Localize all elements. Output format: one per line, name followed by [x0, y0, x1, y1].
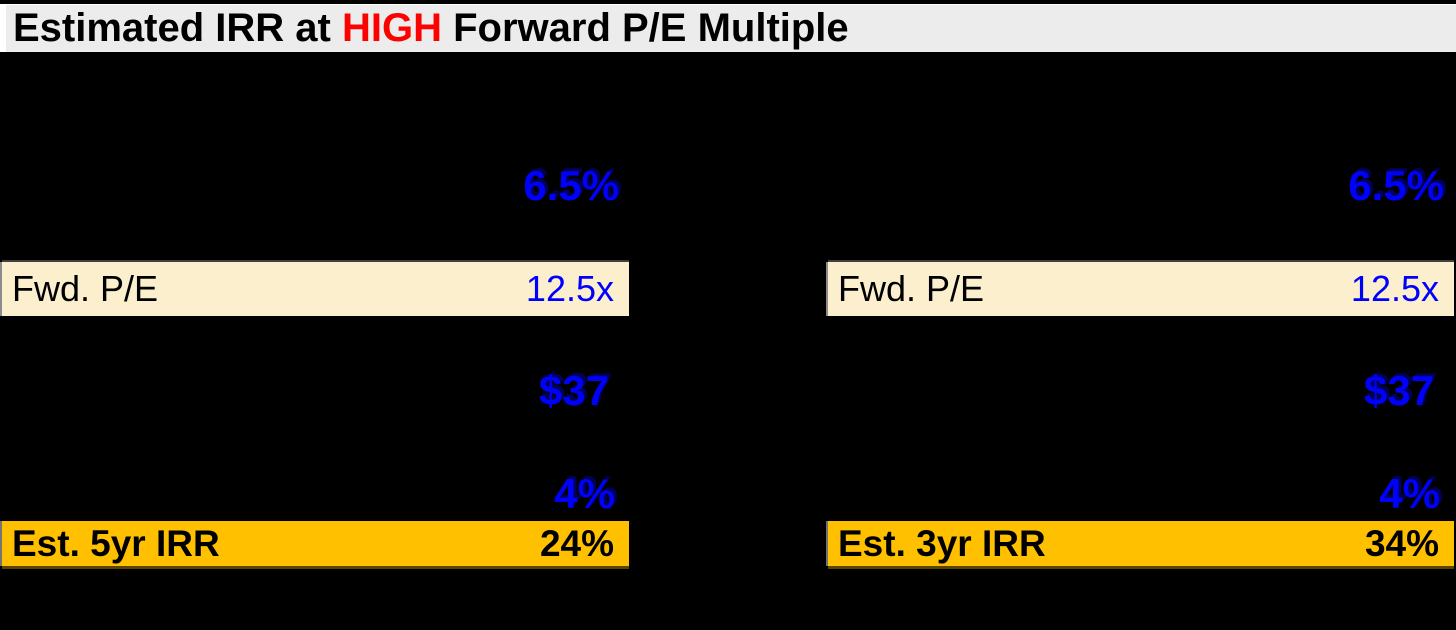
table-title-bar: Estimated IRR at HIGH Forward P/E Multip…	[0, 4, 1456, 52]
yield-value: 4%	[1379, 470, 1440, 517]
growth-rate-value: 6.5%	[523, 162, 619, 209]
fwd-pe-label: Fwd. P/E	[838, 268, 985, 309]
fwd-pe-row: Fwd. P/E 12.5x	[828, 262, 1454, 316]
title-text-suffix: Forward P/E Multiple	[441, 6, 849, 50]
panel-5yr-irr: 6.5% Fwd. P/E 12.5x $37 4% Est. 5yr IRR …	[2, 0, 629, 630]
fwd-pe-row: Fwd. P/E 12.5x	[2, 262, 629, 316]
yield-value: 4%	[554, 470, 615, 517]
fwd-pe-value: 12.5x	[525, 268, 614, 309]
title-highlight-high: HIGH	[341, 6, 442, 50]
growth-rate-value: 6.5%	[1348, 162, 1444, 209]
est-irr-value: 24%	[539, 522, 614, 564]
price-value: $37	[1363, 367, 1434, 414]
est-irr-label: Est. 5yr IRR	[12, 522, 220, 564]
fwd-pe-value: 12.5x	[1350, 268, 1439, 309]
est-irr-label: Est. 3yr IRR	[838, 522, 1046, 564]
title-text-prefix: Estimated IRR at	[13, 6, 342, 50]
est-irr-row: Est. 3yr IRR 34%	[828, 521, 1454, 566]
est-irr-row: Est. 5yr IRR 24%	[2, 521, 629, 566]
price-value: $37	[538, 367, 609, 414]
fwd-pe-label: Fwd. P/E	[12, 268, 159, 309]
panel-3yr-irr: 6.5% Fwd. P/E 12.5x $37 4% Est. 3yr IRR …	[828, 0, 1454, 630]
est-irr-value: 34%	[1364, 522, 1439, 564]
